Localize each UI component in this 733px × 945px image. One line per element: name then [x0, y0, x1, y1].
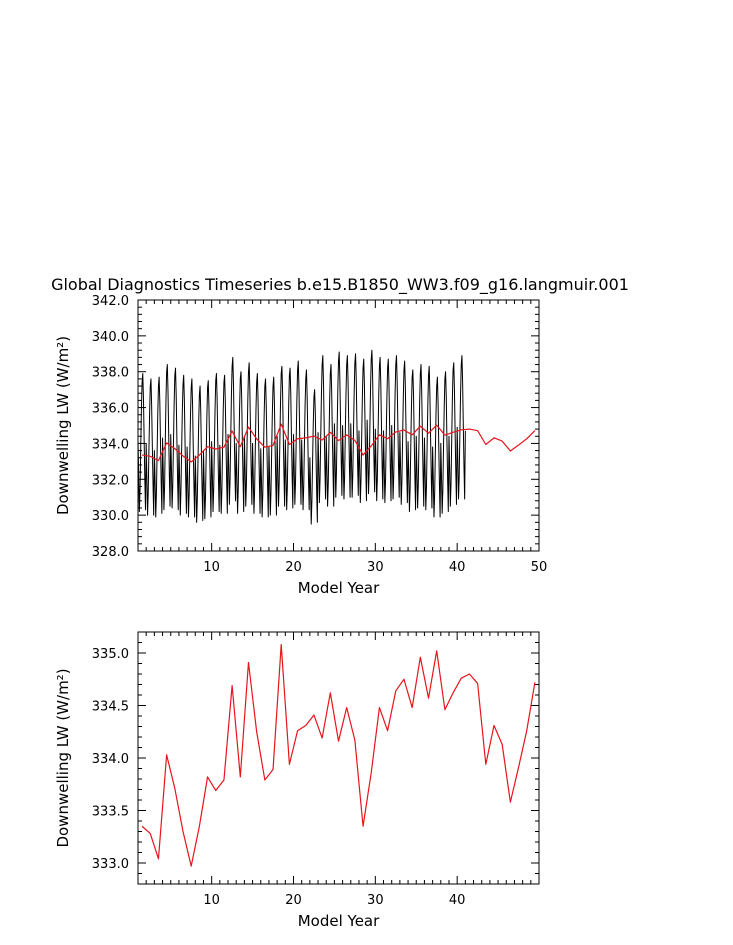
y-tick-label: 328.0: [92, 545, 129, 560]
top-panel: 10 20 30 40 50 328.0 330.0 332.0 334.0 336.0 338.0…: [54, 294, 547, 597]
y-tick-label: 335.0: [92, 647, 129, 662]
x-tick-label: 40: [449, 893, 466, 908]
y-axis-title: Downwelling LW (W/m²): [54, 668, 72, 847]
plot-frame: [137, 631, 540, 885]
x-tick-label: 20: [285, 893, 302, 908]
y-tick-label: 334.0: [92, 752, 129, 767]
monthly-series-line: [137, 349, 466, 525]
x-tick-label: 30: [367, 560, 384, 575]
x-tick-label: 20: [285, 560, 302, 575]
y-tick-label: 342.0: [92, 294, 129, 309]
x-tick-label: 10: [203, 893, 220, 908]
y-tick-label: 333.0: [92, 857, 129, 872]
x-tick-label: 50: [531, 560, 548, 575]
y-axis-title: Downwelling LW (W/m²): [54, 336, 72, 515]
y-tick-label: 333.5: [92, 805, 129, 820]
annual-mean-series-line: [141, 643, 536, 867]
y-tick-label: 334.0: [92, 437, 129, 452]
x-tick-label: 40: [449, 560, 466, 575]
plot-frame: [137, 299, 540, 552]
y-tick-label: 336.0: [92, 402, 129, 417]
y-tick-label: 340.0: [92, 330, 129, 345]
x-axis-title: Model Year: [298, 579, 380, 597]
y-tick-label: 338.0: [92, 366, 129, 381]
y-tick-label: 334.5: [92, 700, 129, 715]
bottom-panel: 10 20 30 40 333.0 333.5 334.0 334.5 335.0 Model Y…: [54, 631, 540, 930]
figure-title: Global Diagnostics Timeseries b.e15.B185…: [51, 275, 629, 295]
x-tick-label: 30: [367, 893, 384, 908]
x-tick-label: 10: [203, 560, 220, 575]
y-tick-label: 330.0: [92, 509, 129, 524]
y-tick-label: 332.0: [92, 473, 129, 488]
annual-mean-series-line: [141, 423, 536, 463]
x-axis-title: Model Year: [298, 912, 380, 930]
